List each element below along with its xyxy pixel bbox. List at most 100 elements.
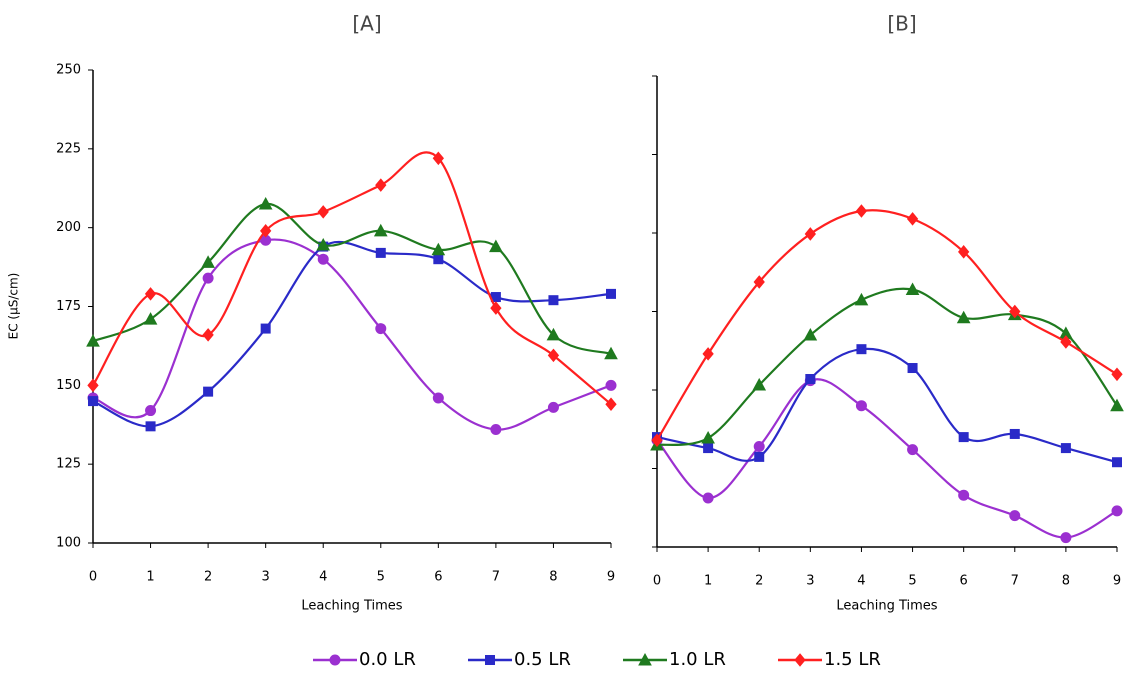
marker — [651, 433, 663, 448]
marker — [1009, 428, 1020, 439]
marker — [1110, 398, 1124, 412]
marker — [490, 423, 502, 435]
series-line — [656, 209, 1118, 441]
marker — [702, 492, 714, 504]
x-axis-label: Leaching Times — [836, 599, 937, 614]
marker — [804, 227, 816, 241]
x-tick-label: 8 — [1062, 574, 1070, 589]
legend-marker — [794, 653, 806, 667]
marker — [144, 287, 157, 301]
marker — [803, 328, 818, 341]
marker — [1112, 457, 1122, 468]
y-tick-label: 150 — [56, 378, 81, 393]
marker — [702, 347, 714, 361]
marker — [490, 301, 502, 315]
marker — [906, 212, 919, 226]
series-line — [656, 287, 1118, 447]
x-tick-label: 1 — [704, 574, 712, 589]
x-tick-label: 0 — [653, 574, 661, 589]
marker — [905, 282, 920, 296]
series-line — [92, 238, 612, 431]
marker — [854, 292, 869, 306]
marker — [375, 247, 386, 258]
marker — [753, 275, 765, 289]
marker — [805, 374, 816, 385]
marker — [1009, 510, 1021, 522]
series-line — [92, 202, 612, 355]
y-tick-label: 200 — [56, 220, 81, 235]
marker — [143, 312, 158, 325]
y-tick-label: 100 — [56, 536, 81, 551]
marker — [1009, 304, 1021, 319]
marker — [433, 254, 444, 265]
x-tick-label: 5 — [908, 574, 916, 589]
marker — [546, 327, 561, 341]
x-tick-label: 2 — [204, 570, 212, 585]
x-tick-label: 7 — [1011, 574, 1019, 589]
marker — [754, 451, 765, 462]
marker — [855, 400, 867, 412]
marker — [703, 443, 714, 454]
marker — [260, 323, 271, 334]
x-tick-label: 5 — [377, 570, 385, 585]
marker — [701, 430, 715, 444]
series-line — [92, 240, 612, 428]
marker — [1111, 505, 1123, 517]
marker — [375, 323, 387, 335]
marker — [855, 204, 868, 218]
y-tick-label: 125 — [56, 457, 81, 472]
marker — [1111, 367, 1123, 382]
marker — [145, 405, 157, 417]
x-tick-label: 4 — [319, 570, 327, 585]
x-tick-label: 3 — [806, 574, 814, 589]
marker — [907, 363, 918, 374]
marker — [752, 377, 767, 391]
marker — [1060, 443, 1071, 454]
legend-label: 1.5 LR — [824, 649, 881, 670]
marker — [1060, 335, 1072, 349]
y-tick-label: 225 — [56, 141, 81, 156]
y-tick-label: 175 — [56, 299, 81, 314]
marker — [1060, 532, 1072, 544]
legend-label: 0.0 LR — [359, 649, 416, 670]
marker — [202, 328, 214, 342]
series-line — [92, 151, 612, 406]
marker — [317, 253, 329, 265]
legend-marker — [329, 654, 341, 666]
marker — [317, 205, 329, 219]
x-tick-label: 9 — [1113, 574, 1121, 589]
x-tick-label: 0 — [89, 570, 97, 585]
series-line — [656, 347, 1118, 464]
legend-marker — [485, 655, 495, 665]
marker — [373, 223, 388, 237]
marker — [88, 396, 98, 407]
marker — [375, 178, 387, 192]
marker — [86, 334, 100, 347]
marker — [605, 397, 617, 412]
chart-title: [B] — [887, 12, 916, 36]
y-tick-label: 250 — [56, 63, 81, 78]
x-tick-label: 7 — [492, 570, 500, 585]
marker — [201, 255, 215, 268]
legend-marker — [638, 652, 652, 666]
y-axis-label: EC (µS/cm) — [7, 273, 21, 340]
x-tick-label: 6 — [434, 570, 442, 585]
marker — [958, 245, 970, 259]
x-tick-label: 3 — [262, 570, 270, 585]
marker — [258, 196, 273, 210]
marker — [547, 348, 560, 363]
marker — [145, 421, 156, 432]
legend-label: 1.0 LR — [669, 649, 726, 670]
marker — [203, 386, 214, 397]
marker — [604, 346, 618, 360]
marker — [202, 272, 214, 284]
x-tick-label: 8 — [549, 570, 557, 585]
marker — [605, 379, 617, 391]
marker — [431, 242, 446, 256]
x-tick-label: 9 — [607, 570, 615, 585]
legend-label: 0.5 LR — [514, 649, 571, 670]
marker — [432, 392, 444, 404]
marker — [260, 224, 272, 238]
marker — [548, 295, 559, 306]
